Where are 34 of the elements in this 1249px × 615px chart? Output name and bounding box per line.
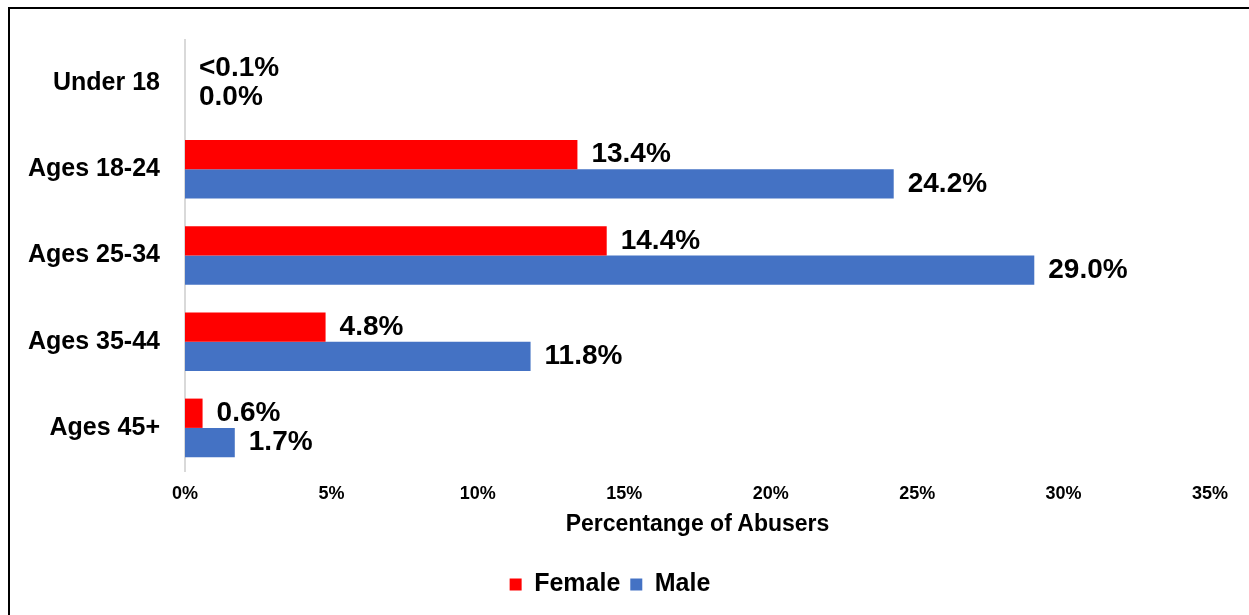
bar (185, 398, 203, 428)
y-tick-label: Ages 18-24 (27, 153, 161, 182)
x-tick-label: 10% (459, 482, 496, 503)
data-label: 13.4% (591, 137, 671, 169)
bar (185, 427, 235, 458)
y-tick-label: Under 18 (53, 66, 161, 95)
x-tick-label: 20% (752, 482, 789, 503)
data-label: 29.0% (1048, 252, 1128, 284)
data-label: 11.8% (544, 339, 623, 371)
data-label: 24.2% (907, 166, 988, 198)
y-tick-label: Ages 45+ (49, 411, 160, 440)
bar (185, 139, 578, 170)
x-tick-label: 30% (1045, 482, 1082, 503)
bar (185, 226, 607, 256)
bar (185, 255, 1035, 285)
bar (185, 341, 531, 372)
x-tick-label: 25% (899, 482, 936, 503)
data-label: 4.8% (339, 309, 404, 341)
data-label: <0.1% (199, 51, 280, 83)
bar (185, 312, 326, 342)
data-label: 14.4% (620, 223, 701, 255)
x-tick-label: 15% (606, 482, 643, 503)
x-tick-label: 35% (1191, 482, 1229, 503)
x-tick-label: 5% (318, 482, 345, 503)
data-label: 0.6% (216, 395, 281, 427)
y-tick-label: Ages 35-44 (27, 325, 161, 354)
bar (185, 169, 894, 199)
legend-label: Female (534, 568, 621, 597)
legend-label: Male (654, 568, 711, 597)
y-tick-label: Ages 25-34 (27, 239, 161, 268)
x-tick-label: 0% (171, 482, 199, 503)
x-axis-title: Percentange of Abusers (565, 509, 830, 536)
data-label: 1.7% (248, 425, 313, 457)
data-label: 0.0% (199, 80, 263, 112)
